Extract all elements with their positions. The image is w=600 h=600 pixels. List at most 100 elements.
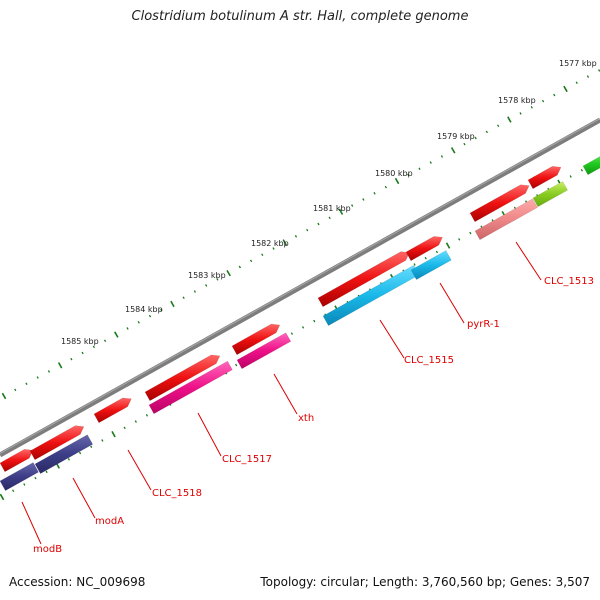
scale-tick-minor — [530, 106, 533, 109]
scale-tick-minor — [290, 332, 294, 335]
scale-tick-minor — [469, 231, 472, 235]
scale-label: 1580 kbp — [375, 169, 413, 178]
scale-tick-minor — [351, 204, 354, 207]
scale-tick-major — [563, 85, 568, 93]
scale-label: 1581 kbp — [313, 204, 351, 213]
scale-tick-minor — [145, 413, 149, 417]
cds-feature-pink[interactable] — [148, 360, 233, 415]
scale-tick-minor — [301, 326, 305, 329]
scale-tick-minor — [440, 155, 444, 158]
scale-tick-minor — [463, 142, 466, 146]
scale-tick-minor — [485, 130, 488, 134]
gene-label-clc1518[interactable]: CLC_1518 — [152, 488, 202, 499]
scale-tick-minor — [261, 253, 264, 257]
scale-tick-minor — [429, 161, 432, 164]
gene-label-pyrr1[interactable]: pyrR-1 — [467, 319, 500, 330]
scale-tick-minor — [317, 222, 320, 226]
scale-tick-minor — [126, 327, 129, 330]
scale-tick-minor — [435, 250, 438, 254]
gene-feature-red[interactable] — [93, 397, 132, 424]
leader-line-clc1517 — [197, 412, 222, 457]
leader-line-xth — [273, 373, 298, 415]
scale-tick-minor — [418, 167, 421, 171]
scale-tick-minor — [45, 470, 48, 474]
gene-label-clc1517[interactable]: CLC_1517 — [222, 454, 272, 465]
gene-feature-red[interactable] — [0, 448, 34, 473]
scale-tick-minor — [25, 382, 28, 386]
scale-tick-minor — [580, 168, 583, 172]
gene-label-xth[interactable]: xth — [298, 413, 314, 424]
scale-tick-minor — [81, 351, 84, 355]
scale-label: 1579 kbp — [437, 132, 475, 141]
scale-tick-minor — [313, 319, 316, 323]
map-title: Clostridium botulinum A str. Hall, compl… — [131, 9, 469, 24]
scale-tick-minor — [12, 489, 15, 493]
scale-tick-minor — [586, 75, 590, 78]
scale-tick-minor — [569, 175, 572, 178]
gene-label-clc1513[interactable]: CLC_1513 — [544, 276, 594, 287]
scale-tick-minor — [103, 339, 107, 343]
leader-line-modb — [21, 501, 42, 545]
scale-tick-minor — [23, 483, 26, 486]
gene-features — [0, 151, 600, 492]
scale-tick-minor — [193, 290, 196, 293]
scale-tick-minor — [90, 445, 93, 449]
scale-ticks-outer — [1, 69, 600, 400]
scale-tick-minor — [134, 420, 137, 423]
leader-line-clc1515 — [379, 319, 405, 359]
scale-tick-minor — [294, 234, 298, 238]
gene-feature-red[interactable] — [405, 236, 443, 262]
cds-feature-bright-green[interactable] — [582, 151, 600, 176]
genome-backbone-highlight — [0, 118, 600, 454]
gene-feature-red[interactable] — [231, 323, 281, 356]
gene-label-clc1515[interactable]: CLC_1515 — [404, 355, 454, 366]
scale-label: 1582 kbp — [251, 239, 289, 248]
gene-feature-red[interactable] — [29, 425, 85, 461]
cds-feature-purple[interactable] — [0, 462, 39, 492]
label-leader-lines — [21, 241, 542, 545]
scale-tick-major — [57, 362, 63, 369]
leader-line-clc1513 — [515, 241, 542, 281]
scale-tick-major — [111, 431, 116, 438]
scale-tick-minor — [306, 228, 309, 232]
scale-tick-minor — [519, 112, 522, 115]
scale-tick-minor — [541, 99, 545, 103]
scale-tick-minor — [70, 357, 73, 361]
cds-feature-pink[interactable] — [236, 332, 292, 370]
scale-tick-major — [338, 208, 344, 215]
scale-tick-minor — [407, 173, 410, 177]
genome-stats-text: Topology: circular; Length: 3,760,560 bp… — [260, 575, 590, 589]
scale-tick-minor — [67, 458, 70, 461]
scale-tick-major — [226, 269, 231, 277]
cds-feature-salmon[interactable] — [474, 198, 538, 241]
gene-feature-red[interactable] — [317, 251, 410, 308]
scale-ticks-inner — [0, 162, 595, 501]
scale-tick-minor — [249, 259, 253, 263]
gene-feature-red[interactable] — [527, 165, 562, 190]
cds-feature-purple[interactable] — [34, 434, 94, 475]
scale-tick-minor — [47, 370, 51, 373]
gene-label-modb[interactable]: modB — [33, 544, 62, 555]
leader-line-moda — [72, 477, 96, 519]
scale-tick-minor — [36, 376, 39, 379]
scale-tick-minor — [92, 345, 95, 349]
cds-feature-green[interactable] — [532, 180, 569, 208]
gene-label-moda[interactable]: modA — [95, 516, 124, 527]
scale-tick-minor — [413, 263, 416, 266]
scale-tick-major — [450, 147, 456, 154]
scale-label: 1585 kbp — [61, 337, 99, 346]
scale-tick-major — [282, 239, 287, 246]
scale-tick-minor — [78, 451, 82, 455]
scale-tick-minor — [182, 296, 185, 300]
scale-label: 1577 kbp — [559, 59, 597, 68]
gene-feature-red[interactable] — [144, 354, 221, 402]
cds-feature-blue[interactable] — [410, 250, 452, 281]
scale-tick-major — [445, 242, 451, 249]
scale-tick-major — [170, 300, 175, 308]
scale-tick-minor — [160, 308, 163, 312]
gene-feature-red[interactable] — [469, 184, 530, 223]
scale-tick-minor — [424, 256, 427, 260]
scale-tick-minor — [553, 93, 556, 97]
